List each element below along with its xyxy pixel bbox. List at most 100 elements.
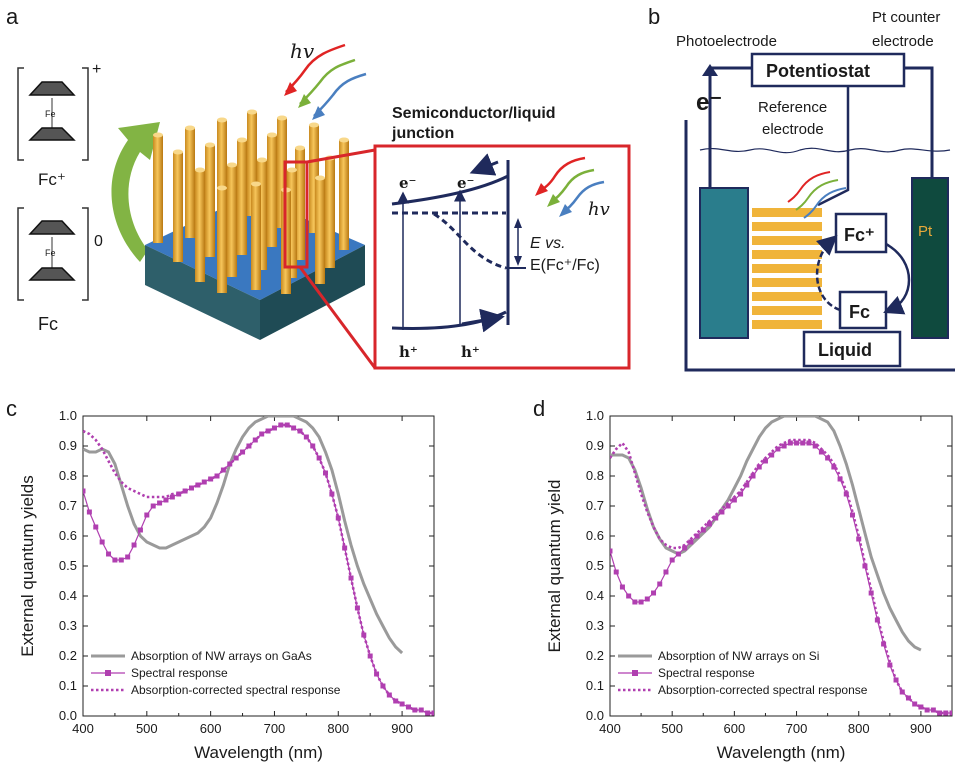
nanowire-tip (185, 125, 195, 131)
y-tick-label: 0.0 (586, 708, 604, 723)
reference-label-2: electrode (762, 121, 824, 138)
legend-entry: Absorption-corrected spectral response (658, 683, 868, 697)
liquid-surface (699, 147, 951, 154)
y-tick-label: 0.2 (586, 648, 604, 663)
panel-a-label: a (6, 4, 19, 29)
series-spectral-point (150, 503, 156, 509)
reference-label-1: Reference (758, 99, 827, 116)
series-spectral-point (431, 710, 434, 716)
y-tick-label: 0.4 (586, 588, 604, 603)
series-spectral-point (756, 464, 762, 470)
nanowire-stripes (752, 208, 822, 329)
nanowire-stripe (752, 236, 822, 245)
series-spectral-point (775, 446, 781, 452)
x-tick-label: 600 (724, 721, 746, 736)
nanowire-stripe (752, 292, 822, 301)
fc-plus-box (834, 212, 888, 254)
junction-title-line1: Semiconductor/liquid (392, 105, 556, 122)
charge-zero: 0 (94, 233, 103, 250)
series-spectral-point (163, 497, 169, 503)
series-spectral-point (169, 494, 175, 500)
y-tick-label: 0.9 (59, 438, 77, 453)
series-spectral-point (246, 443, 252, 449)
y-tick-label: 0.7 (59, 498, 77, 513)
series-spectral-point (118, 557, 124, 563)
pt-electrode (911, 177, 949, 339)
nanowire (267, 135, 277, 247)
series-spectral-point (393, 698, 399, 704)
x-tick-label: 800 (327, 721, 349, 736)
nanowire-tip (251, 181, 261, 187)
nanowire-tip (237, 137, 247, 143)
y-tick-label: 1.0 (59, 408, 77, 423)
series-spectral-point (669, 557, 675, 563)
panel-c-label: c (6, 396, 17, 421)
series-spectral-point (329, 491, 335, 497)
nanowire (287, 170, 297, 278)
series-spectral-point (899, 689, 905, 695)
series-spectral-point (719, 509, 725, 515)
nanowire-tip (247, 109, 257, 115)
series-spectral-point (610, 548, 613, 554)
series-spectral-point (682, 545, 688, 551)
series-spectral-point (310, 443, 316, 449)
series-spectral-point (412, 707, 418, 713)
nanowire-tip (195, 167, 205, 173)
series-spectral-point (220, 467, 226, 473)
series-spectral-point (425, 710, 431, 716)
series-spectral-point (240, 449, 246, 455)
series-spectral-point (918, 704, 924, 710)
legend-entry: Absorption of NW arrays on GaAs (131, 649, 312, 663)
oxidation-cell-arrow (815, 234, 841, 312)
series-spectral-point (937, 710, 943, 716)
x-tick-label: 800 (848, 721, 870, 736)
fc-plus-cell-label: Fc⁺ (844, 225, 875, 245)
electron-label-2: e⁻ (457, 174, 474, 192)
y-axis-label: External quantum yield (545, 480, 564, 653)
series-spectral-point (744, 482, 750, 488)
series-spectral-point (335, 515, 341, 521)
zoom-line-bottom (298, 266, 377, 369)
series-spectral-point (825, 455, 831, 461)
series-spectral-point (787, 440, 793, 446)
panel-b-label: b (648, 4, 660, 29)
liquid-label: Liquid (818, 340, 872, 360)
nanowire-stripe (752, 264, 822, 273)
series-spectral-point (93, 524, 99, 530)
nanowire-stripe (752, 250, 822, 259)
series-spectral-point (144, 512, 150, 518)
series-spectral-point (800, 440, 806, 446)
photoelectrode-label: Photoelectrode (676, 33, 777, 50)
nanowire-tip (277, 115, 287, 121)
series-spectral-point (806, 440, 812, 446)
series-spectral-point (106, 551, 112, 557)
nanowire (339, 140, 349, 250)
legend-entry: Spectral response (658, 666, 755, 680)
nanowire-tip (153, 132, 163, 138)
nanowire (237, 140, 247, 255)
series-spectral-point (157, 500, 163, 506)
pt-counter-label-2: electrode (872, 33, 934, 50)
e-ref-label: E(Fc⁺/Fc) (530, 257, 600, 274)
series-corrected-line (610, 438, 952, 715)
y-tick-label: 0.5 (586, 558, 604, 573)
nanowire (185, 128, 195, 238)
nanowire-tip (173, 149, 183, 155)
y-tick-label: 0.1 (586, 678, 604, 693)
y-tick-label: 0.1 (59, 678, 77, 693)
x-tick-label: 900 (391, 721, 413, 736)
series-spectral-point (874, 617, 880, 623)
series-spectral-point (86, 509, 92, 515)
reduction-arrow (883, 242, 911, 315)
legend-swatch-spectral-marker (105, 670, 111, 676)
series-spectral-point (738, 491, 744, 497)
nanowire-tip (295, 145, 305, 151)
liquid-box (802, 330, 902, 368)
series-spectral-point (638, 599, 644, 605)
y-tick-label: 0.0 (59, 708, 77, 723)
y-tick-label: 0.7 (586, 498, 604, 513)
series-spectral-point (688, 539, 694, 545)
series-spectral-point (657, 581, 663, 587)
nanowire (227, 165, 237, 277)
nanowire-tip (227, 162, 237, 168)
